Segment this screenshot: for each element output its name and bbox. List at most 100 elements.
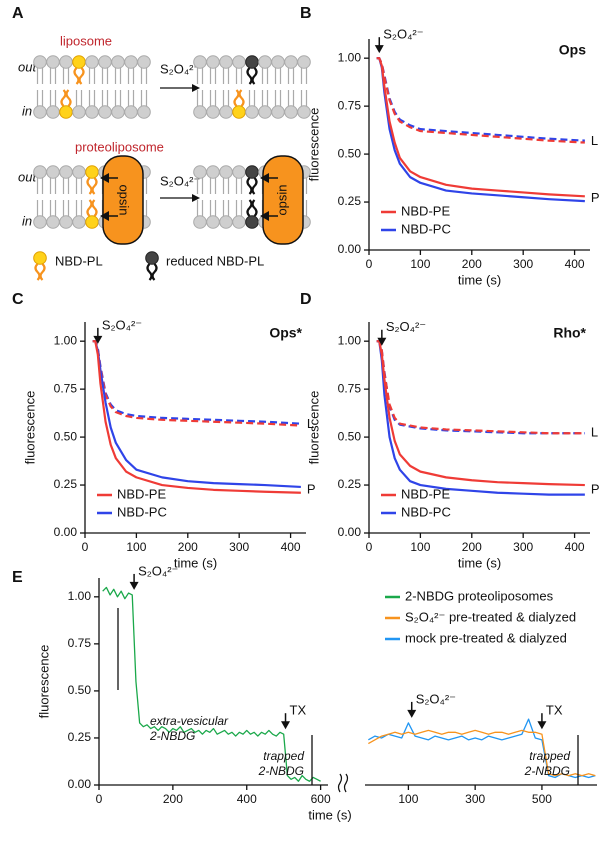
lipid-tail — [86, 177, 93, 195]
lipid-head — [46, 215, 60, 229]
lipid-head — [297, 55, 311, 69]
lipid-head — [271, 105, 285, 119]
x-tick-label: 300 — [513, 257, 533, 271]
lipid-tail — [73, 67, 80, 85]
data-line — [376, 340, 585, 435]
arrow-head — [100, 173, 109, 183]
lipid-head — [33, 215, 47, 229]
x-axis-label: time (s) — [458, 555, 501, 570]
lipid-head — [111, 105, 125, 119]
lipid-tail — [60, 89, 67, 107]
lipid-head — [193, 165, 207, 179]
annotation-label: S₂O₄²⁻ — [102, 317, 142, 332]
panel-label: B — [300, 5, 312, 22]
lipid-head — [297, 105, 311, 119]
lipid-head — [145, 251, 159, 265]
legend-label: NBD-PC — [117, 504, 167, 519]
data-line — [102, 586, 321, 782]
opsin-label: opsin — [117, 184, 132, 215]
panel-label: E — [12, 569, 23, 586]
lipid-head — [59, 165, 73, 179]
data-line — [376, 57, 585, 198]
lipid-head — [206, 215, 220, 229]
x-axis-label: time (s) — [174, 555, 217, 570]
note-label: trapped — [529, 749, 570, 763]
lipid-head — [59, 105, 73, 119]
lipid-head — [258, 55, 272, 69]
note-label: 2-NBDG — [258, 764, 304, 778]
lipid-head — [206, 105, 220, 119]
y-tick-label: 0.75 — [338, 381, 362, 395]
lipid-head — [124, 105, 138, 119]
axis-break — [337, 773, 343, 793]
note-label: trapped — [263, 749, 304, 763]
annotation-arrowhead — [281, 721, 291, 730]
annotation-label: TX — [546, 703, 563, 718]
lipid-head — [85, 215, 99, 229]
x-tick-label: 0 — [366, 257, 373, 271]
lipid-head — [33, 55, 47, 69]
arrow-head — [192, 84, 200, 92]
lipid-tail — [246, 199, 253, 217]
lipid-head — [232, 215, 246, 229]
lipid-head — [284, 55, 298, 69]
lipid-tail — [65, 89, 72, 107]
reagent-label: S₂O₄²⁻ — [160, 173, 200, 188]
y-tick-label: 1.00 — [68, 589, 92, 603]
x-tick-label: 300 — [465, 792, 485, 806]
lipid-head — [124, 55, 138, 69]
annotation-arrowhead — [129, 581, 139, 590]
arrow-head — [260, 173, 269, 183]
panel-label: A — [12, 5, 24, 22]
data-line — [376, 57, 585, 144]
x-tick-label: 100 — [126, 540, 146, 554]
lipid-head — [46, 105, 60, 119]
reagent-label: S₂O₄²⁻ — [160, 61, 200, 76]
x-tick-label: 300 — [513, 540, 533, 554]
data-line — [376, 340, 585, 435]
lipid-tail — [34, 263, 41, 281]
lipid-head — [232, 165, 246, 179]
proteoliposome-label: proteoliposome — [75, 139, 164, 154]
y-tick-label: 0.25 — [338, 477, 362, 491]
curve-label: L — [591, 133, 598, 148]
lipid-head — [33, 165, 47, 179]
y-axis-label: fluorescence — [306, 108, 321, 182]
x-tick-label: 100 — [398, 792, 418, 806]
x-tick-label: 400 — [281, 540, 301, 554]
arrow-head — [100, 211, 109, 221]
y-axis-label: fluorescence — [36, 645, 51, 719]
liposome-label: liposome — [60, 33, 112, 48]
annotation-label: S₂O₄²⁻ — [138, 563, 178, 578]
y-axis-label: fluorescence — [22, 391, 37, 465]
y-tick-label: 0.50 — [54, 429, 78, 443]
lipid-tail — [233, 89, 240, 107]
lipid-head — [46, 165, 60, 179]
x-axis-label: time (s) — [308, 807, 351, 822]
note-label: extra-vesicular — [150, 714, 229, 728]
data-line — [368, 718, 596, 779]
lipid-head — [111, 55, 125, 69]
y-tick-label: 0.75 — [54, 381, 78, 395]
annotation-label: S₂O₄²⁻ — [416, 691, 456, 706]
y-axis-label: fluorescence — [306, 391, 321, 465]
annotation-arrowhead — [93, 335, 103, 344]
lipid-head — [219, 105, 233, 119]
legend-label: NBD-PC — [401, 504, 451, 519]
y-tick-label: 1.00 — [54, 333, 78, 347]
curve-label: P — [307, 481, 316, 496]
panel-label: C — [12, 291, 24, 308]
legend-label: 2-NBDG proteoliposomes — [405, 588, 554, 603]
x-tick-label: 200 — [178, 540, 198, 554]
y-tick-label: 0.50 — [338, 146, 362, 160]
lipid-head — [33, 105, 47, 119]
lipid-head — [59, 215, 73, 229]
lipid-head — [137, 105, 151, 119]
data-line — [92, 340, 301, 427]
x-tick-label: 100 — [410, 257, 430, 271]
lipid-tail — [86, 199, 93, 217]
y-tick-label: 0.50 — [338, 429, 362, 443]
lipid-head — [46, 55, 60, 69]
arrow-head — [192, 194, 200, 202]
